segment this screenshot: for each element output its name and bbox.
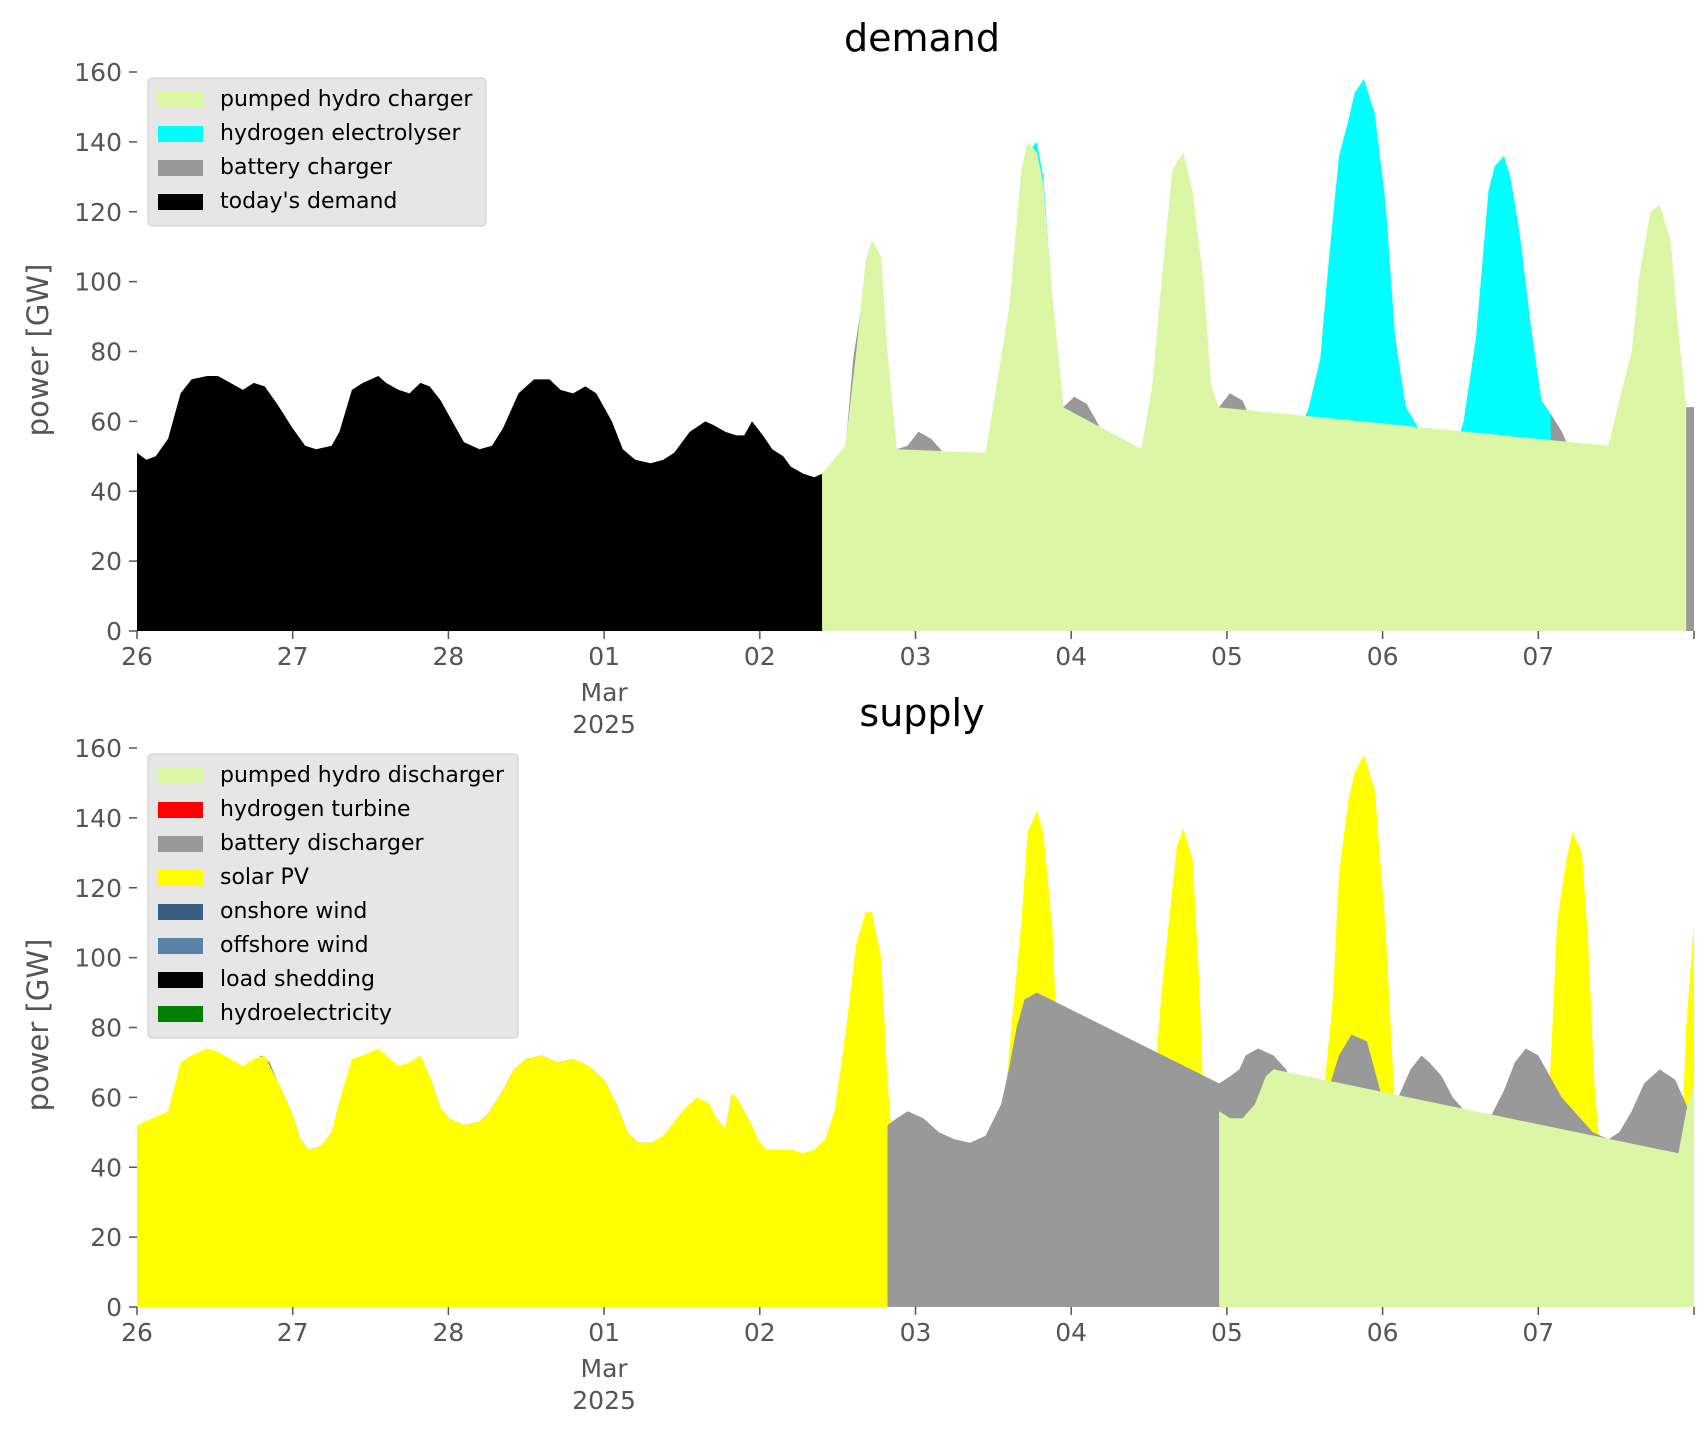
x-tick-label: 28 [432,1318,464,1347]
x-tick-label: 01 [588,1318,620,1347]
legend-item-load-shedding: load shedding [158,967,375,992]
legend-swatch [158,160,203,176]
legend-item-hydroelectricity: hydroelectricity [158,1001,392,1026]
y-tick-label: 120 [74,874,122,903]
y-tick-label: 60 [90,407,122,436]
x-tick-label: 02 [744,642,776,671]
y-tick-label: 100 [74,944,122,973]
legend-label: hydrogen electrolyser [220,121,461,146]
y-axis-label: power [GW] [21,939,55,1112]
legend-item-today-s-demand: today's demand [158,189,397,214]
x-tick-sublabel: Mar [581,678,629,707]
x-tick-sublabel: 2025 [572,710,636,739]
legend-label: today's demand [220,189,397,214]
y-tick-label: 40 [90,1153,122,1182]
x-tick-label: 06 [1367,1318,1399,1347]
legend: pumped hydro charger hydrogen electrolyse… [147,77,487,227]
legend-item-pumped-hydro-charger: pumped hydro charger [158,87,473,112]
legend-item-offshore-wind: offshore wind [158,933,369,958]
legend: pumped hydro discharger hydrogen turbine b… [147,753,519,1039]
y-tick-label: 40 [90,477,122,506]
legend-label: pumped hydro discharger [220,763,505,788]
legend-swatch [158,904,203,920]
area-solar-pv [137,755,1694,1307]
legend-swatch [158,972,203,988]
x-tick-label: 01 [588,642,620,671]
x-tick-sublabel: 2025 [572,1386,636,1415]
y-tick-label: 120 [74,198,122,227]
legend-box [147,77,487,227]
legend-label: load shedding [220,967,375,992]
plot-area: 0 20 40 60 80 100 120 140 160 26 27 28 01 Mar 2025 02 03… [74,734,1695,1415]
y-tick-label: 20 [90,547,122,576]
chart-title: supply [859,691,984,735]
legend-swatch [158,870,203,886]
x-tick-label: 05 [1211,1318,1243,1347]
x-tick-label: 03 [900,1318,932,1347]
legend-label: battery charger [220,155,393,180]
legend-item-battery-discharger: battery discharger [158,831,425,856]
plot-area: 0 20 40 60 80 100 120 140 160 26 27 28 01 Mar 2025 02 03… [74,58,1695,739]
x-tick-label: 27 [277,642,309,671]
legend-label: pumped hydro charger [220,87,473,112]
area-pumped-hydro-charger [822,141,1687,631]
y-tick-label: 140 [74,128,122,157]
x-tick-label: 04 [1055,642,1087,671]
legend-label: hydrogen turbine [220,797,411,822]
x-tick-label: 07 [1522,642,1554,671]
supply-chart: supply power [GW] 0204060801001201401602… [21,691,1695,1415]
x-tick-label: 28 [432,642,464,671]
x-tick-label: 26 [121,642,153,671]
x-tick-label: 05 [1211,642,1243,671]
legend-item-battery-charger: battery charger [158,155,393,180]
legend-label: hydroelectricity [220,1001,392,1026]
area-pumped-hydro-discharger [1219,1069,1694,1307]
x-tick-sublabel: Mar [581,1354,629,1383]
x-tick-label: 03 [900,642,932,671]
legend-item-hydrogen-electrolyser: hydrogen electrolyser [158,121,461,146]
legend-box [147,753,519,1039]
demand-chart: demand power [GW] 0204060801001201401602… [21,16,1695,739]
x-tick-label: 27 [277,1318,309,1347]
x-tick-label: 07 [1522,1318,1554,1347]
y-tick-label: 0 [106,617,122,646]
legend-label: offshore wind [220,933,369,958]
legend-swatch [158,92,203,108]
legend-swatch [158,126,203,142]
y-tick-label: 80 [90,338,122,367]
y-tick-label: 140 [74,804,122,833]
y-tick-label: 160 [74,58,122,87]
legend-swatch [158,802,203,818]
x-tick-label: 06 [1367,642,1399,671]
y-tick-label: 100 [74,268,122,297]
x-tick-label: 04 [1055,1318,1087,1347]
x-tick-label: 02 [744,1318,776,1347]
y-tick-label: 20 [90,1223,122,1252]
legend-swatch [158,1006,203,1022]
legend-label: battery discharger [220,831,425,856]
legend-swatch [158,194,203,210]
legend-swatch [158,768,203,784]
legend-item-hydrogen-turbine: hydrogen turbine [158,797,411,822]
legend-swatch [158,938,203,954]
y-tick-label: 160 [74,734,122,763]
y-axis-label: power [GW] [21,264,55,437]
y-tick-label: 80 [90,1014,122,1043]
y-tick-label: 0 [106,1293,122,1322]
legend-label: onshore wind [220,899,367,924]
y-tick-label: 60 [90,1083,122,1112]
legend-label: solar PV [220,865,309,890]
legend-swatch [158,836,203,852]
legend-item-onshore-wind: onshore wind [158,899,367,924]
x-tick-label: 26 [121,1318,153,1347]
legend-item-pumped-hydro-discharger: pumped hydro discharger [158,763,505,788]
chart-title: demand [844,16,1000,60]
legend-item-solar-pv: solar PV [158,865,309,890]
